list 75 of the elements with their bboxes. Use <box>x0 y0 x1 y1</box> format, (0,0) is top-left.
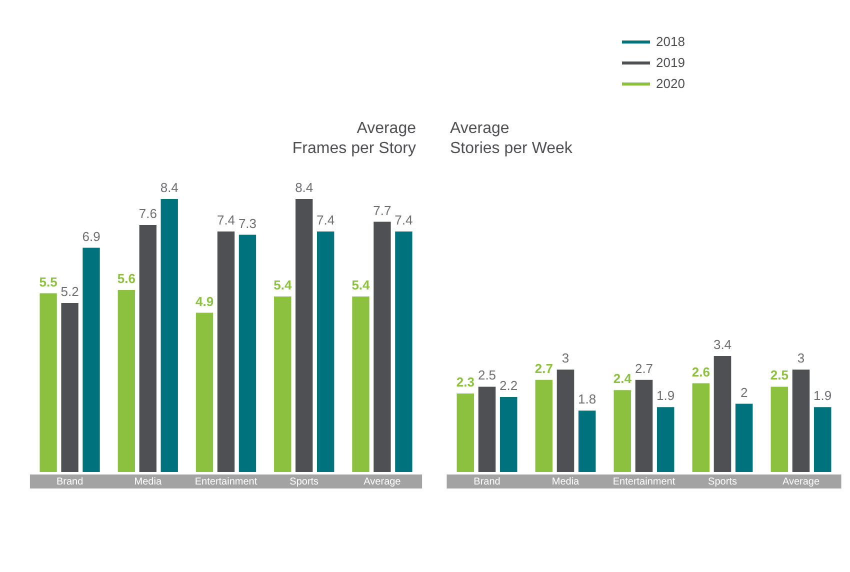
bar <box>735 404 753 472</box>
bar <box>656 407 674 472</box>
x-tick-label: Entertainment <box>612 476 676 488</box>
data-label: 1.8 <box>578 392 596 407</box>
data-label: 7.4 <box>316 212 335 228</box>
legend-label: 2018 <box>656 34 685 49</box>
bar <box>770 386 788 472</box>
bar <box>160 199 178 472</box>
x-tick-label: Sports <box>290 476 319 488</box>
x-tick-label: Sports <box>708 476 737 488</box>
bar <box>238 234 256 472</box>
x-tick-label: Average <box>782 476 820 488</box>
bar <box>692 383 710 472</box>
data-label: 5.6 <box>117 271 136 286</box>
bar <box>118 290 136 472</box>
x-tick-label: Media <box>134 476 162 488</box>
chart-title: Average Frames per Story <box>292 120 416 157</box>
data-label: 1.9 <box>656 388 675 404</box>
x-tick-label: Brand <box>56 476 84 488</box>
bar <box>814 407 832 472</box>
x-tick-label: Average <box>364 476 402 488</box>
data-label: 3 <box>797 350 805 366</box>
data-label: 5.5 <box>39 274 58 290</box>
bar <box>352 296 370 472</box>
data-label: 2.5 <box>478 368 496 383</box>
bar <box>456 394 474 472</box>
data-label: 2.3 <box>456 374 474 390</box>
bar <box>274 296 292 472</box>
bar <box>196 312 214 472</box>
data-label: 4.9 <box>195 294 214 309</box>
data-label: 7.6 <box>138 206 157 221</box>
data-label: 2 <box>740 384 748 400</box>
chart-title: Average Stories per Week <box>450 120 574 157</box>
data-label: 2.5 <box>770 368 788 383</box>
x-tick-label: Brand <box>474 476 500 488</box>
bar <box>714 356 732 472</box>
x-tick-label: Media <box>552 476 580 488</box>
data-label: 5.2 <box>60 284 79 299</box>
data-label: 5.4 <box>352 278 371 292</box>
legend-label: 2019 <box>656 55 685 70</box>
legend-label: 2020 <box>656 76 685 91</box>
data-label: 7.7 <box>373 202 392 218</box>
data-label: 3 <box>562 350 570 366</box>
data-label: 7.3 <box>238 216 257 231</box>
bar <box>792 370 810 472</box>
bar <box>635 380 653 472</box>
bar <box>374 222 391 472</box>
bar <box>614 390 632 472</box>
bar <box>82 248 100 472</box>
bar <box>40 293 57 472</box>
bar <box>61 303 78 472</box>
data-label: 2.7 <box>534 360 553 376</box>
bar <box>478 386 496 472</box>
bar <box>139 225 156 472</box>
bar <box>556 370 574 472</box>
bar <box>395 232 412 472</box>
bar <box>296 199 313 472</box>
bar <box>578 410 596 472</box>
data-label: 7.4 <box>216 212 236 228</box>
bar <box>217 232 235 472</box>
data-label: 6.9 <box>82 228 100 244</box>
bar <box>535 380 553 472</box>
x-tick-label: Entertainment <box>194 476 258 488</box>
data-label: 1.9 <box>814 388 832 404</box>
data-label: 2.6 <box>692 364 710 380</box>
data-label: 5.4 <box>274 278 292 292</box>
data-label: 8.4 <box>160 180 178 195</box>
data-label: 7.4 <box>394 212 413 228</box>
bar <box>500 396 518 472</box>
data-label: 2.2 <box>500 378 518 393</box>
data-label: 2.7 <box>634 360 654 376</box>
data-label: 2.4 <box>613 371 632 386</box>
data-label: 3.4 <box>713 337 732 352</box>
bar <box>316 232 334 472</box>
data-label: 8.4 <box>295 180 314 195</box>
